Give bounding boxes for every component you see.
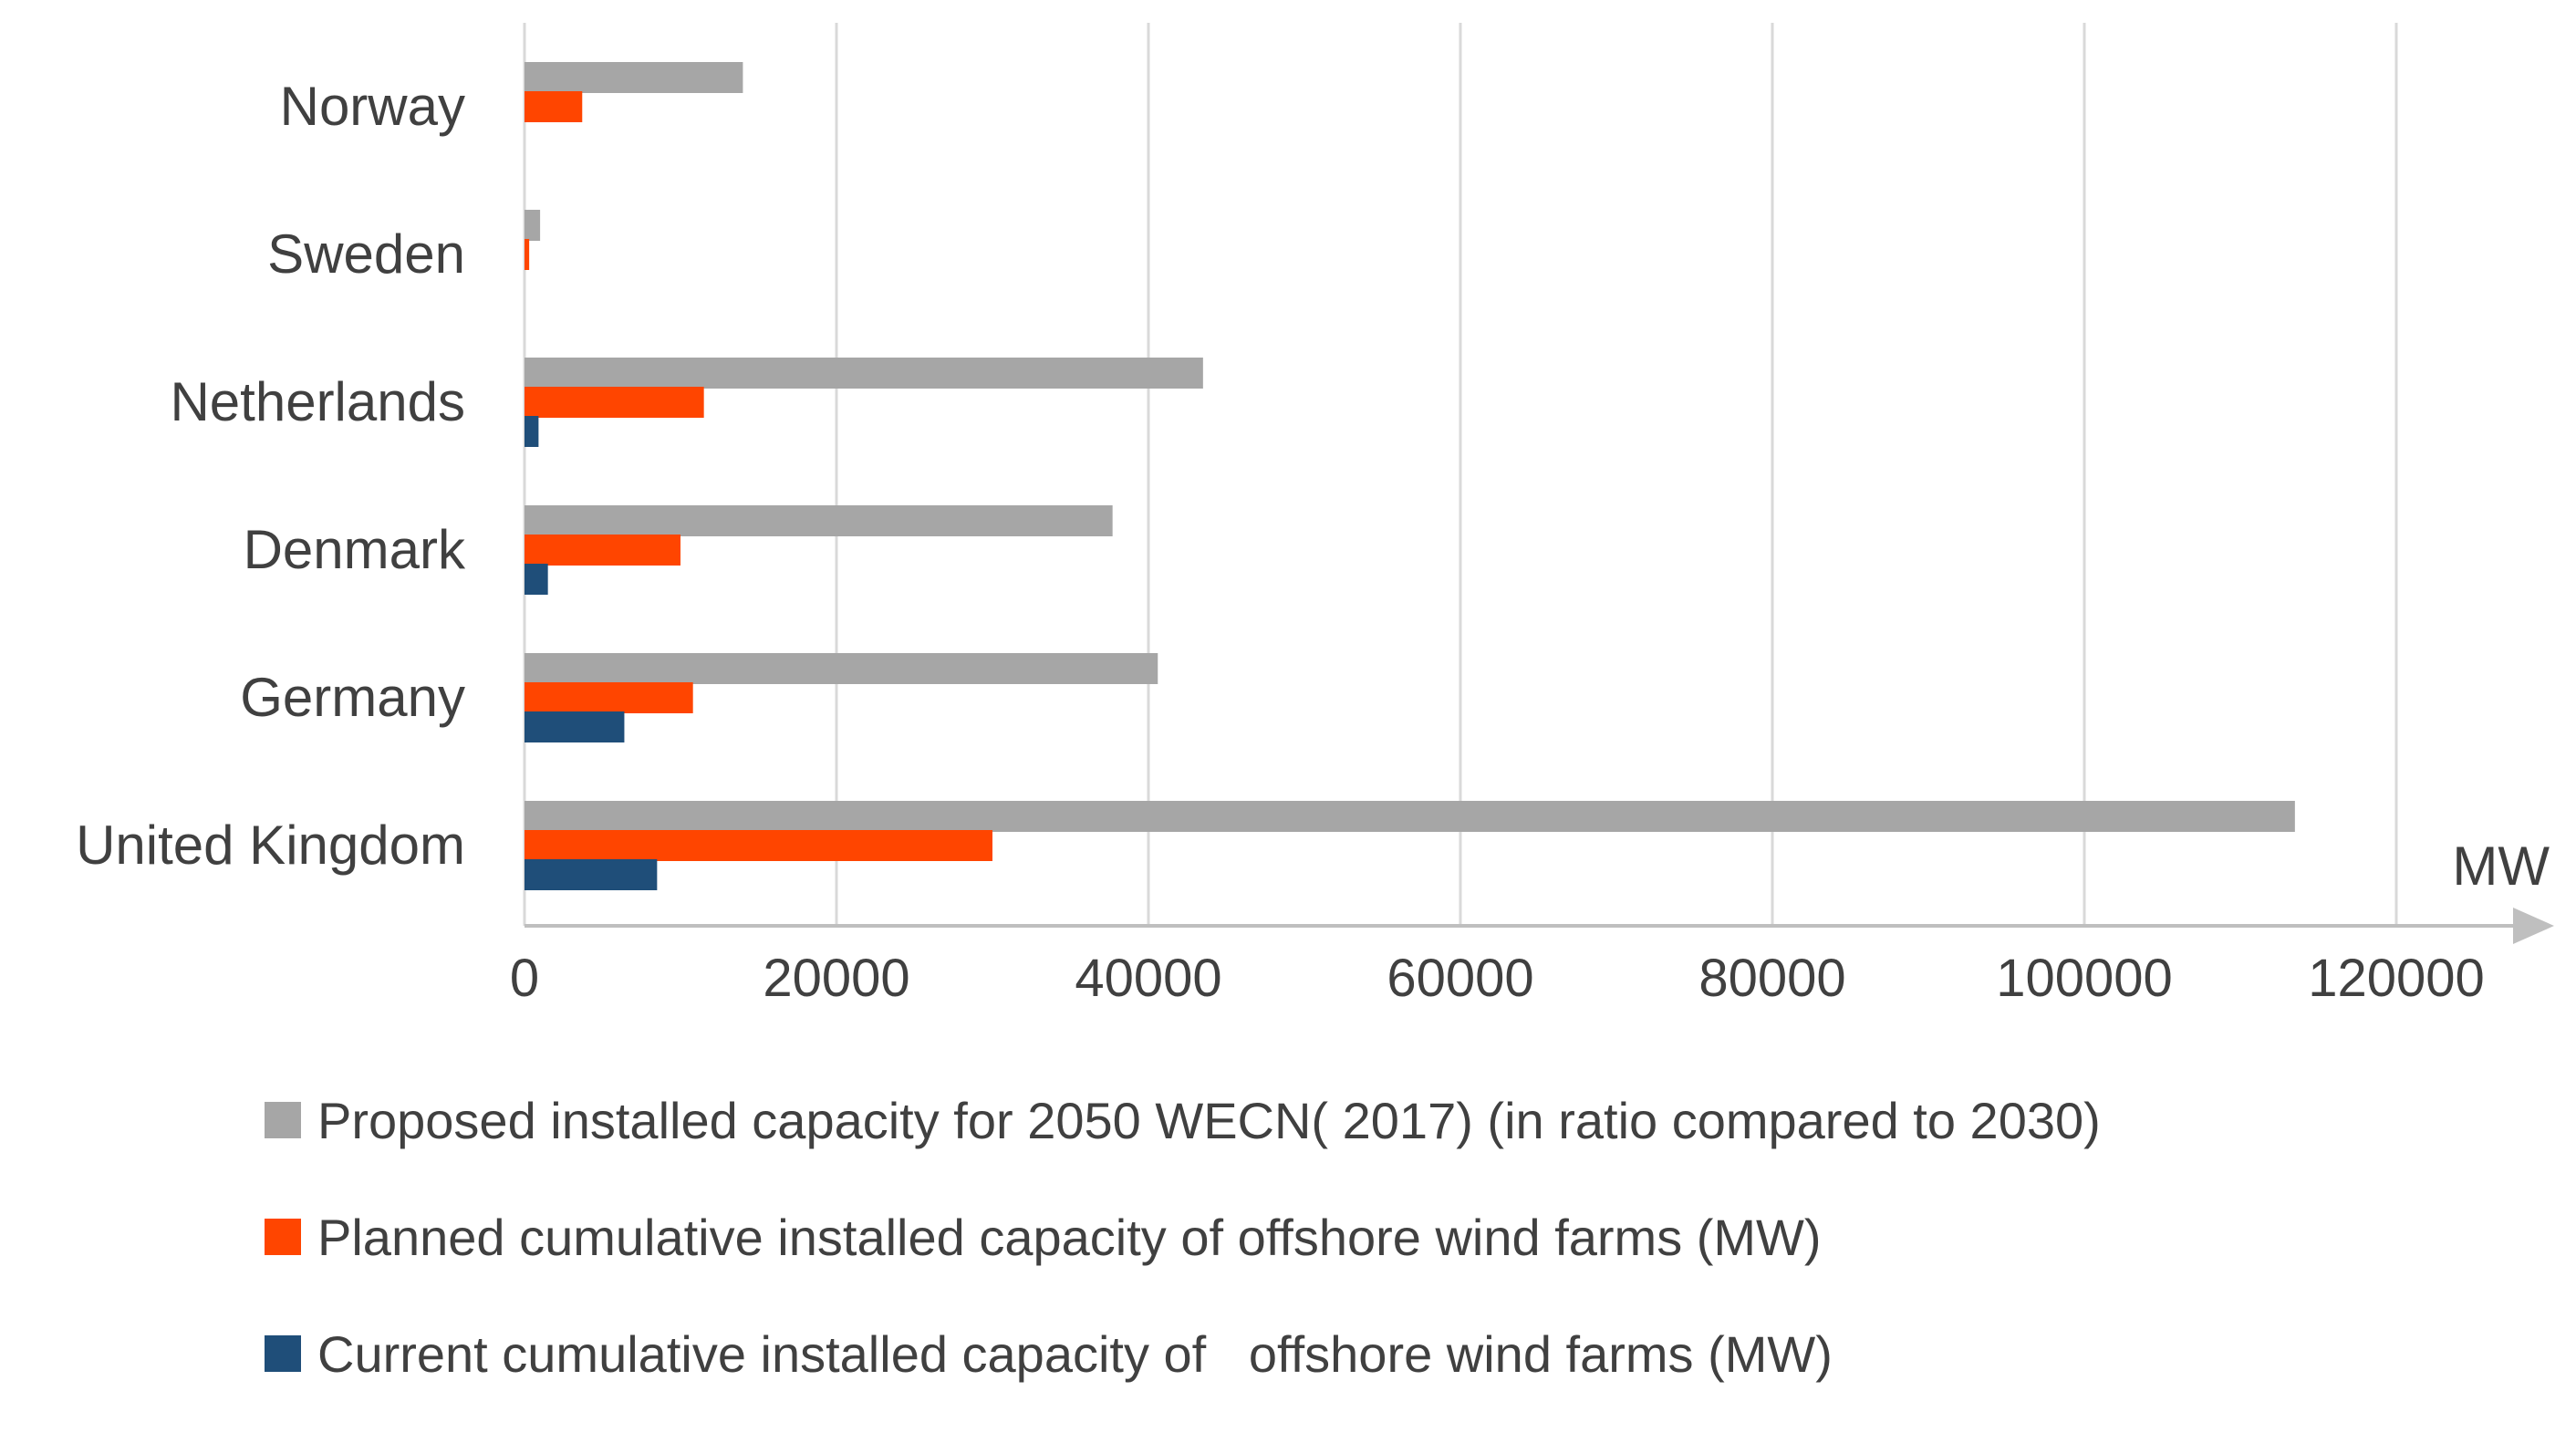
bar-chart: MW 0 20000 40000 60000 80000 100000 120000 Nor…	[76, 23, 2554, 1003]
legend-item: Planned cumulative installed capacity of…	[265, 1208, 2101, 1266]
bars	[525, 62, 2295, 890]
bar-denmark-series-2	[525, 535, 680, 566]
bar-netherlands-series-1	[525, 358, 1203, 389]
bar-netherlands-series-2	[525, 387, 704, 418]
x-tick-label: 80000	[1698, 949, 1845, 1003]
legend-label: Proposed installed capacity for 2050 WEC…	[317, 1091, 2101, 1149]
category-label: Netherlands	[170, 371, 465, 432]
bar-denmark-series-3	[525, 564, 548, 595]
x-axis-arrow-icon	[2513, 908, 2554, 944]
bar-norway-series-2	[525, 91, 583, 122]
bar-denmark-series-1	[525, 505, 1113, 536]
x-tick-label: 0	[510, 949, 539, 1003]
category-labels: Norway Sweden Netherlands Denmark Germany Uni…	[76, 76, 466, 876]
bar-united-kingdom-series-3	[525, 859, 658, 890]
bar-united-kingdom-series-2	[525, 830, 992, 861]
x-unit-label: MW	[2452, 836, 2550, 897]
x-tick-labels: 0 20000 40000 60000 80000 100000 120000	[510, 949, 2485, 1003]
legend-swatch	[265, 1219, 301, 1255]
bar-germany-series-1	[525, 653, 1158, 684]
bar-sweden-series-2	[525, 239, 530, 270]
x-tick-label: 120000	[2308, 949, 2485, 1003]
category-label: Sweden	[267, 223, 465, 285]
x-tick-label: 20000	[763, 949, 909, 1003]
category-label: Denmark	[244, 519, 466, 580]
legend-swatch	[265, 1335, 301, 1372]
category-label: Norway	[280, 76, 465, 137]
bar-sweden-series-1	[525, 210, 541, 241]
bar-norway-series-1	[525, 62, 743, 93]
x-tick-label: 40000	[1075, 949, 1221, 1003]
grid-lines	[523, 23, 2398, 926]
bar-netherlands-series-3	[525, 416, 539, 447]
legend-label: Current cumulative installed capacity of…	[317, 1324, 1833, 1383]
bar-united-kingdom-series-1	[525, 801, 2295, 832]
category-label: United Kingdom	[76, 815, 465, 876]
legend: Proposed installed capacity for 2050 WEC…	[265, 1091, 2101, 1443]
legend-item: Current cumulative installed capacity of…	[265, 1324, 2101, 1383]
legend-label: Planned cumulative installed capacity of…	[317, 1208, 1822, 1266]
x-axis: MW	[525, 836, 2554, 944]
bar-germany-series-2	[525, 682, 693, 713]
x-tick-label: 60000	[1387, 949, 1533, 1003]
legend-item: Proposed installed capacity for 2050 WEC…	[265, 1091, 2101, 1149]
legend-swatch	[265, 1102, 301, 1138]
bar-germany-series-3	[525, 711, 625, 742]
category-label: Germany	[240, 667, 465, 728]
x-tick-label: 100000	[1996, 949, 2173, 1003]
